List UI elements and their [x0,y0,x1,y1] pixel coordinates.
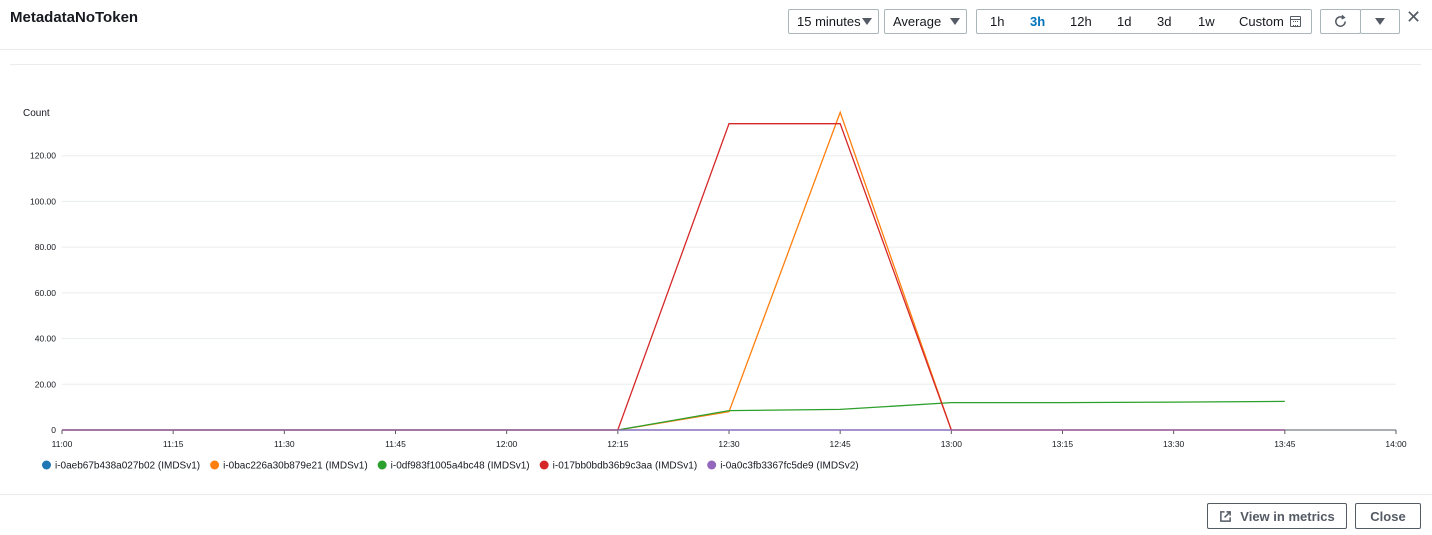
x-tick-label: 11:00 [52,439,73,449]
refresh-icon [1335,14,1346,27]
x-tick-label: 13:15 [1052,439,1074,449]
y-tick-label: 80.00 [35,242,57,252]
x-tick-label: 13:30 [1163,439,1185,449]
legend-swatch [210,460,220,470]
legend-label[interactable]: i-0bac226a30b879e21 (IMDSv1) [223,461,368,472]
y-tick-label: 60.00 [35,288,57,298]
close-button[interactable]: Close [1355,503,1421,529]
x-tick-label: 12:15 [607,439,629,449]
y-tick-label: 40.00 [35,334,57,344]
view-in-metrics-button[interactable]: View in metrics [1207,503,1347,529]
legend-swatch [42,460,51,470]
legend-label[interactable]: i-0a0c3fb3367fc5de9 (IMDSv2) [720,461,858,472]
range-3d[interactable]: 3d [1157,14,1172,29]
range-1h[interactable]: 1h [990,14,1005,29]
footer-divider [0,494,1432,495]
legend-swatch [707,460,717,470]
caret-down-icon [862,18,872,25]
divider [10,64,1421,65]
x-tick-label: 11:45 [385,439,406,449]
caret-down-icon [1375,18,1385,25]
range-1w[interactable]: 1w [1198,14,1215,29]
x-tick-label: 13:45 [1274,439,1296,449]
x-tick-label: 13:00 [941,439,963,449]
page-title: MetadataNoToken [10,9,139,26]
dialog-header: MetadataNoToken 15 minutes Average 1h 3h… [0,0,1432,50]
y-tick-label: 120.00 [30,151,56,161]
y-tick-label: 100.00 [30,196,56,206]
y-axis-label: Count [23,108,50,119]
external-link-icon [1220,510,1232,522]
close-icon[interactable]: ✕ [1406,7,1422,27]
range-1d[interactable]: 1d [1117,14,1132,29]
x-tick-label: 12:00 [496,439,518,449]
range-12h[interactable]: 12h [1070,14,1092,29]
legend-swatch [377,460,387,470]
statistic-value: Average [893,14,942,29]
series-line-1[interactable] [62,110,1285,431]
range-custom[interactable]: Custom [1239,14,1284,29]
range-3h[interactable]: 3h [1030,14,1046,29]
y-tick-label: 0 [51,425,56,435]
period-value: 15 minutes [797,14,861,29]
legend-swatch [539,460,549,470]
refresh-button[interactable] [1320,9,1361,34]
x-tick-label: 12:45 [830,439,852,449]
refresh-options-button[interactable] [1360,9,1400,34]
x-tick-label: 11:15 [163,439,184,449]
legend-label[interactable]: i-0df983f1005a4bc48 (IMDSv1) [391,461,530,472]
legend-label[interactable]: i-017bb0bdb36b9c3aa (IMDSv1) [553,461,698,472]
metric-line-chart: Count 0 20.00 40.00 60.00 80.00 100.00 120.00 1… [23,108,1407,472]
y-tick-label: 20.00 [35,379,57,389]
calendar-icon[interactable] [1290,16,1301,27]
series-line-2[interactable] [62,400,1285,431]
x-tick-label: 11:30 [274,439,295,449]
x-tick-label: 14:00 [1385,439,1407,449]
legend-label[interactable]: i-0aeb67b438a027b02 (IMDSv1) [55,461,200,472]
time-range-selector: 1h 3h 12h 1d 3d 1w Custom [976,9,1312,34]
period-select[interactable]: 15 minutes [788,9,879,34]
statistic-select[interactable]: Average [884,9,967,34]
x-tick-label: 12:30 [718,439,740,449]
view-in-metrics-label: View in metrics [1240,508,1335,524]
caret-down-icon [950,18,960,25]
